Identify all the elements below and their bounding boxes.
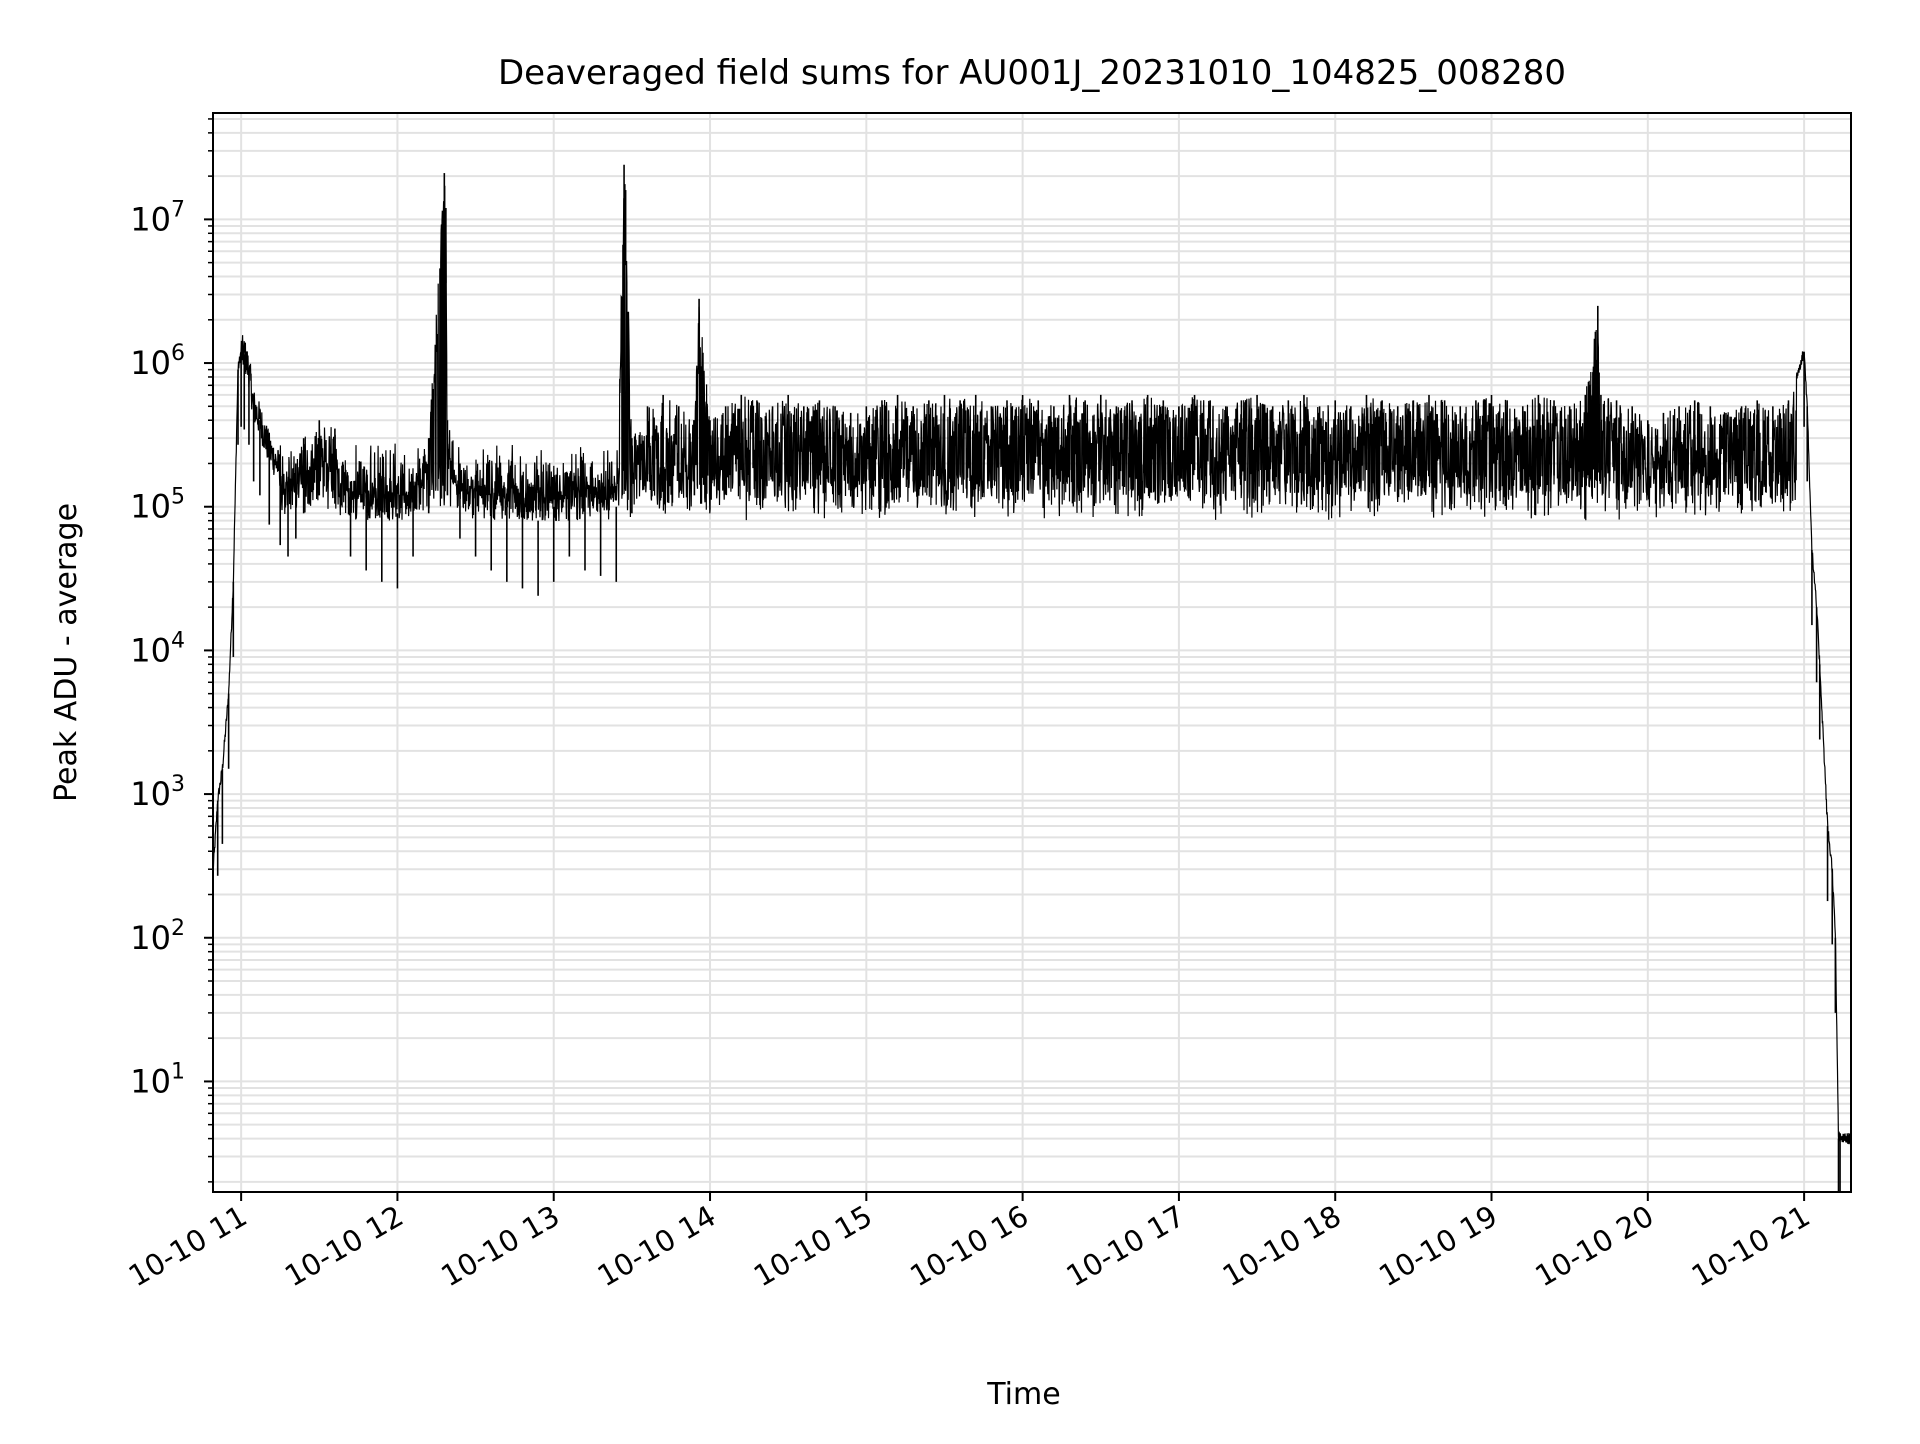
x-tick-label: 10-10 15	[748, 1199, 878, 1294]
x-tick-label: 10-10 20	[1529, 1199, 1659, 1294]
data-series-line	[212, 184, 1852, 1145]
y-tick-label: 107	[130, 197, 185, 238]
y-tick-label: 106	[130, 341, 185, 382]
x-tick-label: 10-10 19	[1373, 1199, 1503, 1294]
x-axis-label: Time	[986, 1377, 1060, 1412]
x-tick-label: 10-10 16	[904, 1199, 1034, 1294]
y-tick-label: 101	[130, 1059, 185, 1100]
chart-title: Deaveraged field sums for AU001J_2023101…	[498, 53, 1566, 93]
y-tick-label: 102	[130, 916, 185, 957]
y-tick-base: 10	[130, 919, 171, 957]
y-tick-exponent: 1	[171, 1059, 185, 1084]
x-tick-label: 10-10 17	[1060, 1199, 1190, 1294]
y-tick-base: 10	[130, 488, 171, 526]
y-tick-base: 10	[130, 631, 171, 669]
plot-frame	[212, 112, 1852, 1193]
x-tick-label: 10-10 11	[123, 1199, 253, 1294]
y-tick-base: 10	[130, 200, 171, 238]
y-tick-exponent: 4	[171, 628, 185, 653]
y-tick-base: 10	[130, 344, 171, 382]
y-tick-label: 103	[130, 772, 185, 813]
y-tick-exponent: 7	[171, 197, 185, 222]
x-tick-label: 10-10 12	[279, 1199, 409, 1294]
y-tick-label: 105	[130, 485, 185, 526]
x-tick-label: 10-10 18	[1217, 1199, 1347, 1294]
y-tick-exponent: 5	[171, 485, 185, 510]
data-layer	[212, 164, 1852, 1192]
x-tick-label: 10-10 13	[435, 1199, 565, 1294]
y-tick-exponent: 3	[171, 772, 185, 797]
x-tick-label: 10-10 14	[592, 1199, 722, 1294]
y-tick-exponent: 2	[171, 916, 185, 941]
y-tick-base: 10	[130, 1062, 171, 1100]
y-tick-label: 104	[130, 628, 185, 669]
y-axis-label: Peak ADU - average	[49, 503, 84, 802]
grid-layer	[213, 113, 1851, 1192]
y-tick-base: 10	[130, 775, 171, 813]
y-tick-exponent: 6	[171, 341, 185, 366]
x-tick-label: 10-10 21	[1686, 1199, 1816, 1294]
